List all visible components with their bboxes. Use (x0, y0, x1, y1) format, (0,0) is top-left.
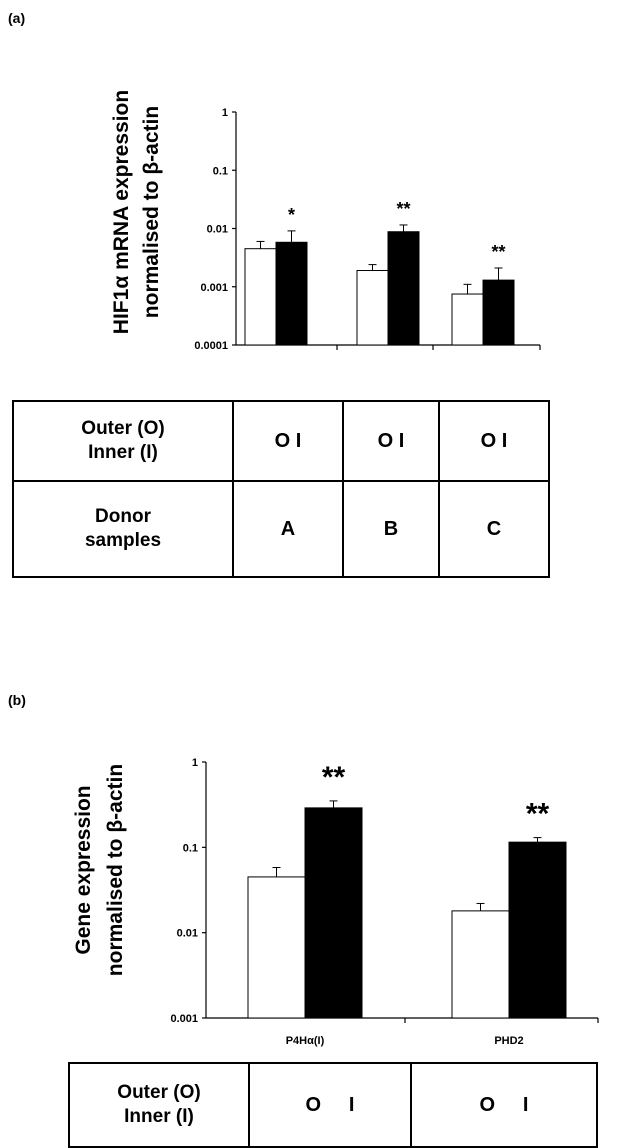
inner-label: Inner (I) (88, 442, 158, 463)
chart-b: 1 0.1 0.01 0.001 ** P4Hα(I) ** PHD2 Gene express… (72, 757, 599, 1047)
table-a-row2-header: Donor samples (12, 480, 234, 578)
significance-label: ** (396, 199, 410, 219)
bar (508, 841, 567, 1019)
donor-label: Donor (95, 506, 151, 527)
y-tick-label: 0.0001 (194, 340, 228, 352)
panel-a-label: (a) (8, 10, 26, 26)
significance-label: ** (526, 798, 550, 831)
table-b: Outer (O) Inner (I) O I O I (68, 1062, 598, 1148)
y-tick-label: 0.001 (200, 282, 228, 294)
significance-label: ** (491, 242, 505, 262)
x-category-label: P4Hα(I) (286, 1035, 325, 1047)
y-axis-label: HIF1α mRNA expression (110, 90, 133, 334)
bar (356, 270, 389, 346)
bar (247, 876, 306, 1019)
table-a-cell-oi-b: O I (342, 400, 440, 482)
panel-b-label: (b) (8, 692, 26, 708)
table-a-cell-donor-a: A (232, 480, 344, 578)
table-a-cell-donor-c: C (438, 480, 550, 578)
bar (304, 807, 363, 1019)
x-category-label: PHD2 (494, 1035, 523, 1047)
y-axis-label: normalised to β-actin (104, 764, 127, 976)
outer-label: Outer (O) (81, 418, 165, 439)
outer-label-b: Outer (O) (117, 1082, 201, 1103)
table-a-row1-header: Outer (O) Inner (I) (12, 400, 234, 482)
table-a-cell-oi-c: O I (438, 400, 550, 482)
y-tick-label: 0.1 (213, 165, 228, 177)
samples-label: samples (84, 530, 162, 551)
table-a-cell-oi-a: O I (232, 400, 344, 482)
bar (451, 293, 484, 346)
y-axis-label: normalised to β-actin (140, 106, 163, 318)
y-tick-label: 0.001 (170, 1013, 198, 1025)
y-tick-label: 0.01 (207, 224, 228, 236)
table-b-row1-header: Outer (O) Inner (I) (68, 1062, 250, 1148)
y-axis-label: Gene expression (72, 785, 95, 954)
y-tick-label: 0.1 (183, 842, 198, 854)
inner-label-b: Inner (I) (124, 1106, 194, 1127)
bar (387, 231, 420, 346)
bar (244, 248, 277, 346)
table-b-cell-oi-2: O I (410, 1062, 598, 1148)
table-a: Outer (O) Inner (I) O I O I O I Donor sa… (12, 400, 550, 578)
y-tick-label: 0.01 (177, 928, 198, 940)
table-a-cell-donor-b: B (342, 480, 440, 578)
significance-label: * (288, 205, 295, 225)
significance-label: ** (322, 761, 346, 794)
y-tick-label: 1 (222, 107, 228, 119)
bar (275, 241, 308, 346)
bar (482, 279, 515, 346)
y-tick-label: 1 (192, 757, 198, 769)
table-b-cell-oi-1: O I (248, 1062, 412, 1148)
bar (451, 910, 510, 1019)
